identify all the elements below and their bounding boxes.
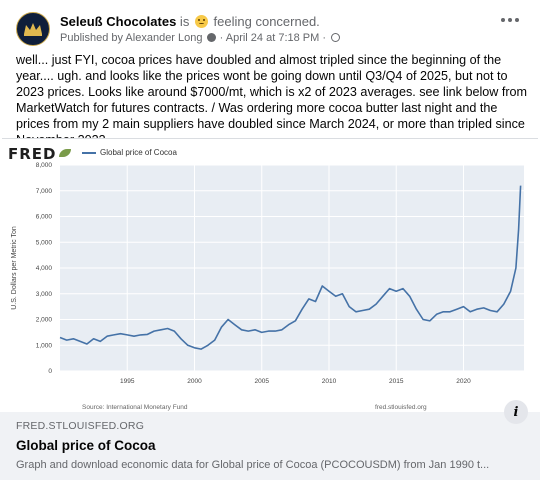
series-line-cocoa [59, 185, 522, 350]
dot-icon [501, 18, 505, 22]
separator: · [322, 32, 327, 44]
page-name-link[interactable]: Seleuß Chocolates [60, 14, 177, 29]
x-tick-label: 1995 [120, 378, 135, 385]
y-tick-label: 6,000 [36, 214, 53, 221]
legend-label: Global price of Cocoa [100, 148, 177, 157]
dot-icon [515, 18, 519, 22]
x-tick-label: 2010 [322, 378, 337, 385]
link-info[interactable]: FRED.STLOUISFED.ORG Global price of Coco… [0, 412, 540, 480]
page-avatar[interactable] [16, 12, 50, 46]
y-tick-label: 2,000 [36, 317, 53, 324]
post-date[interactable]: April 24 at 7:18 PM [225, 32, 320, 44]
y-tick-label: 5,000 [36, 239, 53, 246]
concerned-emoji-icon [194, 15, 208, 28]
info-dot-icon [206, 33, 216, 42]
post-header: Seleuß Chocolates is feeling concerned. … [16, 10, 524, 50]
link-preview-image[interactable]: FRED Global price of Cocoa 0 1,000 2,000 3,… [2, 138, 538, 412]
post-text: well... just FYI, cocoa prices have doub… [16, 53, 528, 147]
fred-logo: FRED [8, 145, 71, 163]
y-tick-label: 4,000 [36, 265, 53, 272]
x-tick-label: 2005 [255, 378, 270, 385]
y-tick-label: 1,000 [36, 342, 53, 349]
leaf-icon [58, 149, 71, 157]
separator: · [219, 32, 224, 44]
y-tick-label: 3,000 [36, 291, 53, 298]
y-axis-label: U.S. Dollars per Metric Ton [11, 226, 18, 310]
post-meta: Published by Alexander Long · April 24 a… [60, 32, 341, 44]
published-by: Published by Alexander Long [60, 32, 203, 44]
dot-icon [508, 18, 512, 22]
y-tick-label: 7,000 [36, 188, 53, 195]
chart-legend: Global price of Cocoa [82, 148, 177, 157]
y-tick-label: 0 [48, 368, 52, 375]
chart-source: Source: International Monetary Fund [82, 404, 188, 411]
x-tick-label: 2015 [389, 378, 404, 385]
feeling-prefix: is [176, 14, 193, 29]
link-description: Graph and download economic data for Glo… [16, 459, 490, 471]
crown-icon [24, 23, 42, 36]
x-tick-label: 2000 [187, 378, 202, 385]
more-options-button[interactable] [496, 10, 524, 30]
info-icon[interactable]: i [504, 400, 528, 424]
chart-url: fred.stlouisfed.org [375, 404, 427, 411]
legend-swatch [82, 151, 96, 154]
x-tick-label: 2020 [456, 378, 471, 385]
author-line: Seleuß Chocolates is feeling concerned. [60, 14, 320, 29]
link-domain: FRED.STLOUISFED.ORG [16, 420, 145, 432]
globe-icon [331, 33, 341, 42]
feeling-text: feeling concerned. [209, 14, 320, 29]
link-title[interactable]: Global price of Cocoa [16, 438, 156, 453]
cocoa-price-chart: 0 1,000 2,000 3,000 4,000 5,000 6,000 7,000 8,00… [11, 162, 524, 385]
y-tick-label: 8,000 [36, 162, 53, 169]
